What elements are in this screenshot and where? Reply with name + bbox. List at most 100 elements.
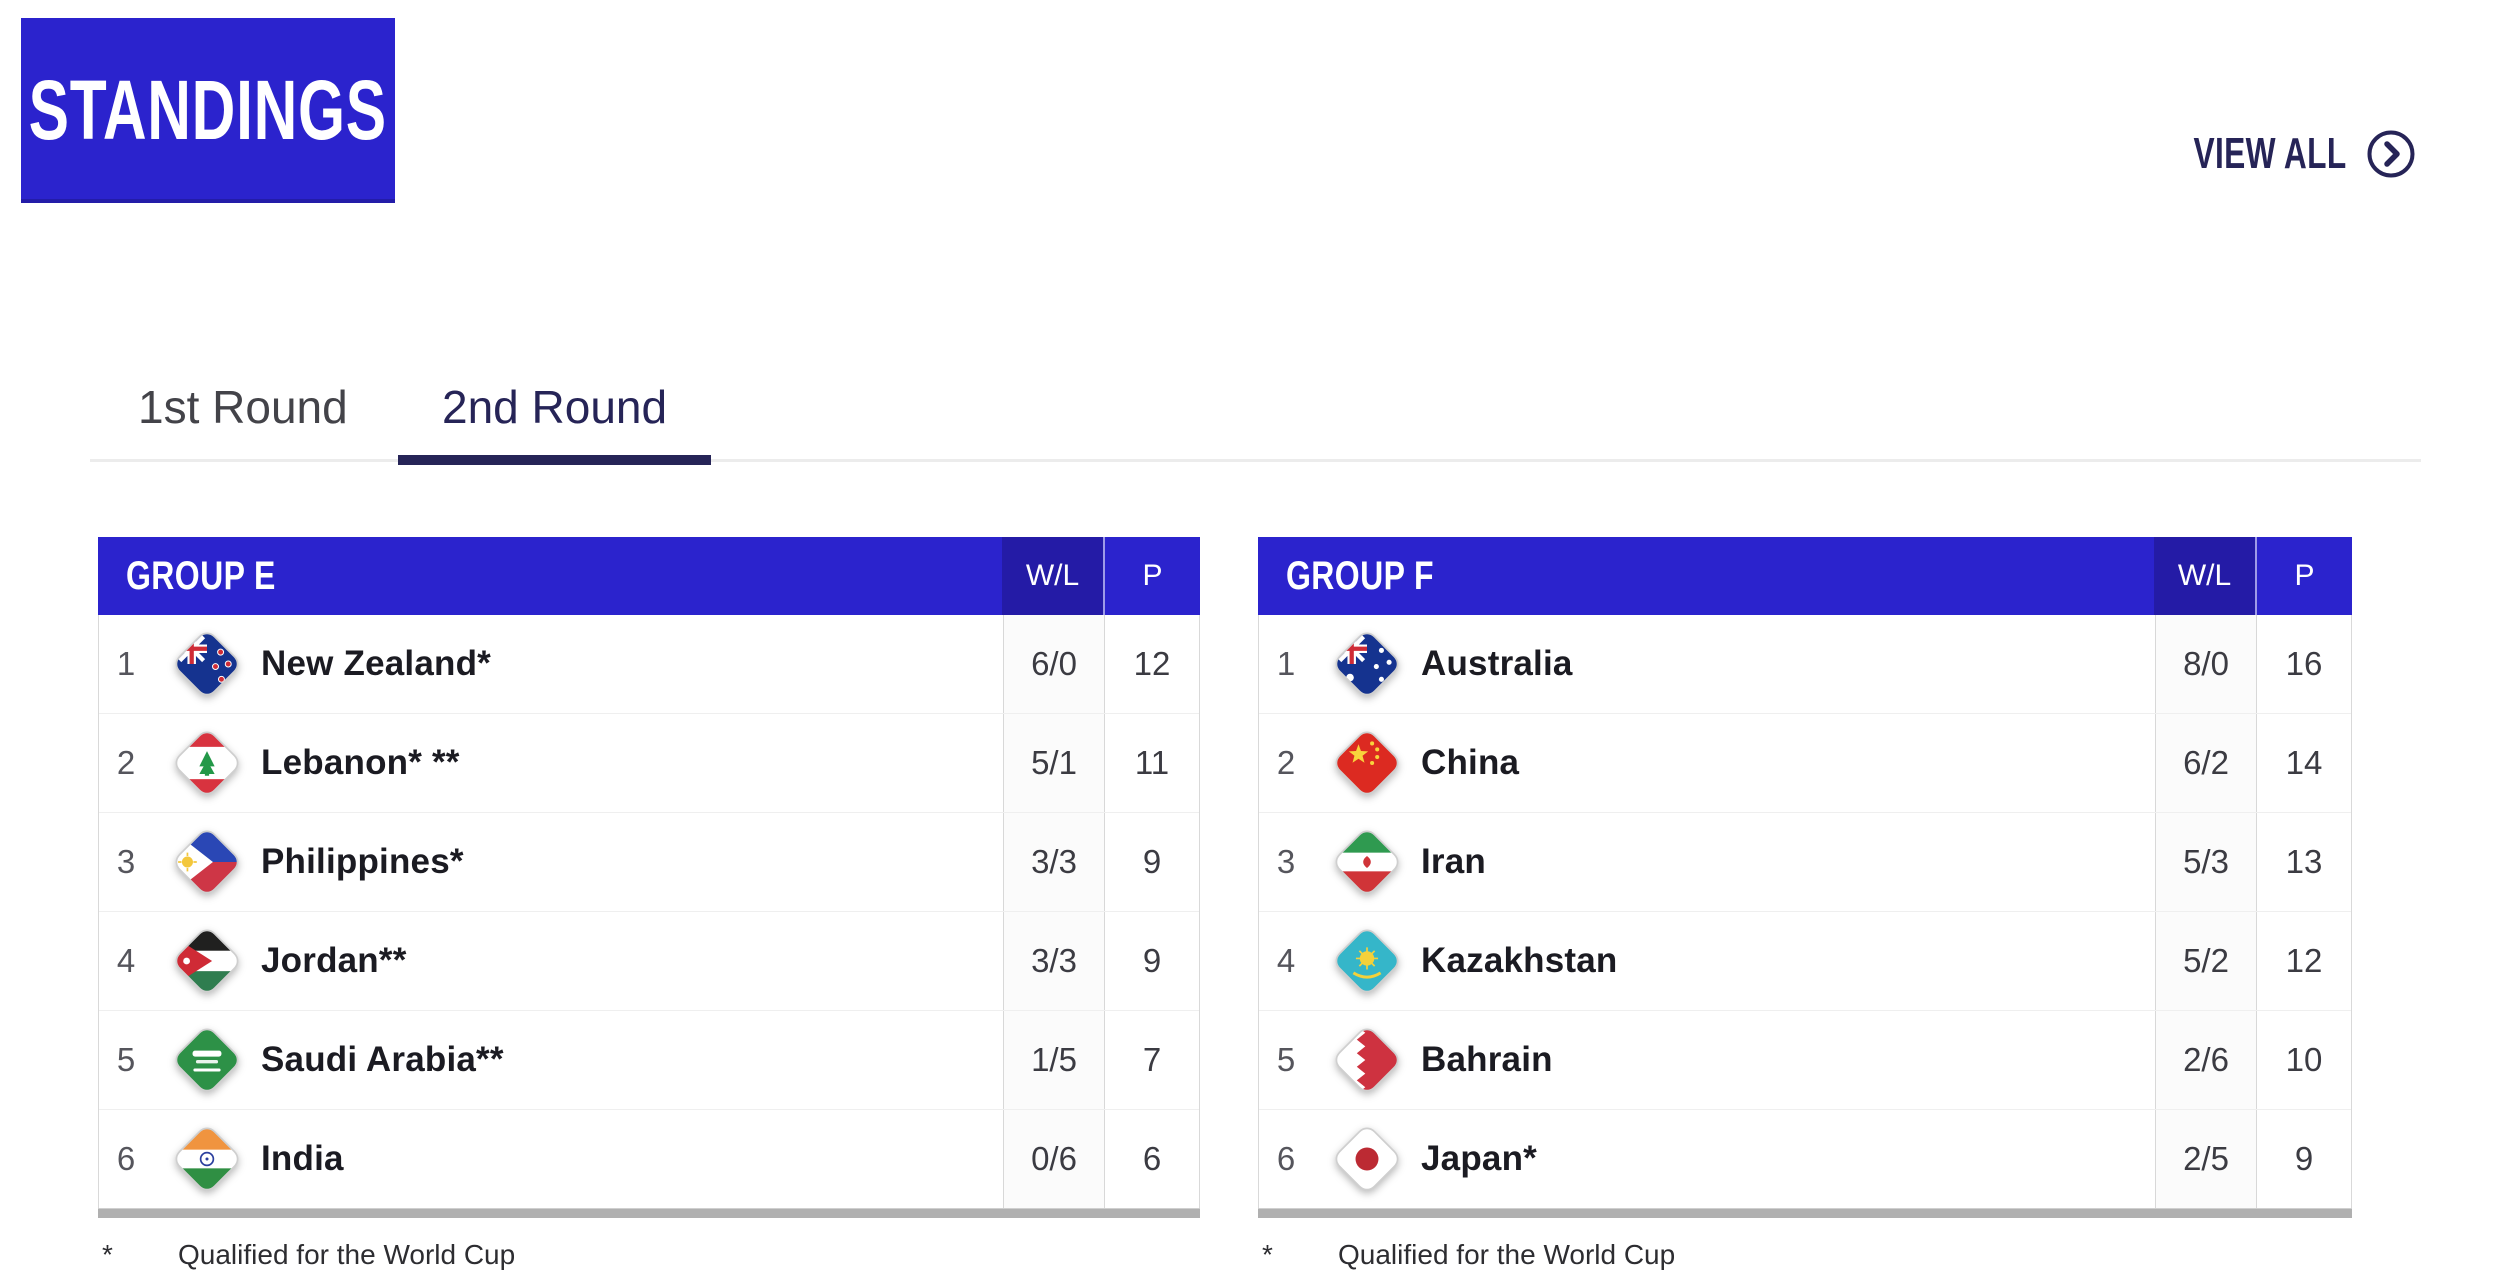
flag-australia-icon xyxy=(1335,632,1399,696)
flag-cell xyxy=(153,615,261,713)
flag-new-zealand-icon xyxy=(175,632,239,696)
rank-value: 3 xyxy=(116,843,136,880)
rank-value: 2 xyxy=(116,744,136,781)
group-f-rows: 1 Australia 8/0 16 2 China 6/2 14 3 Iran 5/3 13 4 Kaz… xyxy=(1258,615,2352,1208)
team-name: Jordan** xyxy=(261,941,407,980)
team-name: Saudi Arabia** xyxy=(261,1040,504,1079)
group-f-table: GROUP F W/L P 1 Australia 8/0 16 2 China 6/2 14… xyxy=(1258,537,2352,1271)
standings-row[interactable]: 2 China 6/2 14 xyxy=(1259,714,2351,813)
team-name: Lebanon* ** xyxy=(261,743,460,782)
flag-cell xyxy=(153,714,261,812)
points-value: 9 xyxy=(2256,1110,2351,1208)
standings-row[interactable]: 4 Kazakhstan 5/2 12 xyxy=(1259,912,2351,1011)
win-loss-value: 6/0 xyxy=(1003,615,1104,713)
win-loss-value: 3/3 xyxy=(1003,912,1104,1010)
standings-title-badge: STANDINGS xyxy=(21,18,395,203)
column-header-points: P xyxy=(1103,537,1200,615)
standings-row[interactable]: 5 Saudi Arabia** 1/5 7 xyxy=(99,1011,1199,1110)
standings-row[interactable]: 2 Lebanon* ** 5/1 11 xyxy=(99,714,1199,813)
flag-cell xyxy=(153,813,261,911)
flag-cell xyxy=(1313,813,1421,911)
points-value: 12 xyxy=(1104,615,1199,713)
horizontal-scrollbar[interactable] xyxy=(1258,1208,2352,1218)
standings-row[interactable]: 3 Iran 5/3 13 xyxy=(1259,813,2351,912)
standings-row[interactable]: 3 Philippines* 3/3 9 xyxy=(99,813,1199,912)
flag-china-icon xyxy=(1335,731,1399,795)
footnote-text: Qualified for the World Cup xyxy=(178,1239,516,1270)
group-e-table: GROUP E W/L P 1 New Zealand* 6/0 12 2 Lebanon… xyxy=(98,537,1200,1271)
flag-iran-icon xyxy=(1335,830,1399,894)
rank-value: 1 xyxy=(1276,645,1296,682)
flag-cell xyxy=(1313,714,1421,812)
win-loss-value: 8/0 xyxy=(2155,615,2256,713)
win-loss-value: 5/3 xyxy=(2155,813,2256,911)
points-value: 16 xyxy=(2256,615,2351,713)
points-value: 13 xyxy=(2256,813,2351,911)
column-header-points: P xyxy=(2255,537,2352,615)
flag-cell xyxy=(1313,1110,1421,1208)
view-all-link[interactable]: VIEW ALL xyxy=(2134,128,2417,180)
points-value: 9 xyxy=(1104,813,1199,911)
page-title: STANDINGS xyxy=(28,63,388,157)
group-title: GROUP F xyxy=(1286,553,1435,598)
rank-value: 5 xyxy=(1276,1041,1296,1078)
chevron-right-circle-icon xyxy=(2365,128,2417,180)
flag-saudi-arabia-icon xyxy=(175,1028,239,1092)
points-value: 11 xyxy=(1104,714,1199,812)
standings-row[interactable]: 1 Australia 8/0 16 xyxy=(1259,615,2351,714)
win-loss-value: 6/2 xyxy=(2155,714,2256,812)
rank-value: 4 xyxy=(1276,942,1296,979)
standings-row[interactable]: 4 Jordan** 3/3 9 xyxy=(99,912,1199,1011)
points-value: 14 xyxy=(2256,714,2351,812)
horizontal-scrollbar[interactable] xyxy=(98,1208,1200,1218)
standings-row[interactable]: 5 Bahrain 2/6 10 xyxy=(1259,1011,2351,1110)
win-loss-value: 1/5 xyxy=(1003,1011,1104,1109)
flag-bahrain-icon xyxy=(1335,1028,1399,1092)
column-header-wl: W/L xyxy=(1002,537,1103,615)
group-e-rows: 1 New Zealand* 6/0 12 2 Lebanon* ** 5/1 11 3 Phil… xyxy=(98,615,1200,1208)
team-name: Japan* xyxy=(1421,1139,1537,1178)
win-loss-value: 2/5 xyxy=(2155,1110,2256,1208)
team-name: New Zealand* xyxy=(261,644,491,683)
group-f-header: GROUP F W/L P xyxy=(1258,537,2352,615)
rank-value: 6 xyxy=(116,1140,136,1177)
points-value: 10 xyxy=(2256,1011,2351,1109)
flag-lebanon-icon xyxy=(175,731,239,795)
footnote: * Qualified for the World Cup xyxy=(98,1239,1200,1271)
column-header-wl: W/L xyxy=(2154,537,2255,615)
rank-value: 4 xyxy=(116,942,136,979)
standings-row[interactable]: 1 New Zealand* 6/0 12 xyxy=(99,615,1199,714)
rank-value: 2 xyxy=(1276,744,1296,781)
group-title: GROUP E xyxy=(126,553,276,598)
group-e-header: GROUP E W/L P xyxy=(98,537,1200,615)
tabs-divider xyxy=(90,459,2421,462)
flag-cell xyxy=(1313,615,1421,713)
flag-cell xyxy=(153,1110,261,1208)
standings-row[interactable]: 6 Japan* 2/5 9 xyxy=(1259,1110,2351,1208)
team-name: Iran xyxy=(1421,842,1486,881)
win-loss-value: 2/6 xyxy=(2155,1011,2256,1109)
footnote-text: Qualified for the World Cup xyxy=(1338,1239,1676,1270)
win-loss-value: 0/6 xyxy=(1003,1110,1104,1208)
points-value: 6 xyxy=(1104,1110,1199,1208)
team-name: Philippines* xyxy=(261,842,464,881)
footnote: * Qualified for the World Cup xyxy=(1258,1239,2352,1271)
flag-jordan-icon xyxy=(175,929,239,993)
win-loss-value: 3/3 xyxy=(1003,813,1104,911)
win-loss-value: 5/1 xyxy=(1003,714,1104,812)
footnote-marker: * xyxy=(1262,1239,1273,1270)
tab-2nd-round[interactable]: 2nd Round xyxy=(398,381,712,465)
footnote-marker: * xyxy=(102,1239,113,1270)
points-value: 9 xyxy=(1104,912,1199,1010)
standings-row[interactable]: 6 India 0/6 6 xyxy=(99,1110,1199,1208)
team-name: India xyxy=(261,1139,344,1178)
rank-value: 3 xyxy=(1276,843,1296,880)
rank-value: 1 xyxy=(116,645,136,682)
flag-kazakhstan-icon xyxy=(1335,929,1399,993)
view-all-label: VIEW ALL xyxy=(2193,129,2347,178)
tab-1st-round[interactable]: 1st Round xyxy=(138,381,348,433)
team-name: Kazakhstan xyxy=(1421,941,1618,980)
flag-cell xyxy=(153,912,261,1010)
rank-value: 6 xyxy=(1276,1140,1296,1177)
team-name: Australia xyxy=(1421,644,1573,683)
